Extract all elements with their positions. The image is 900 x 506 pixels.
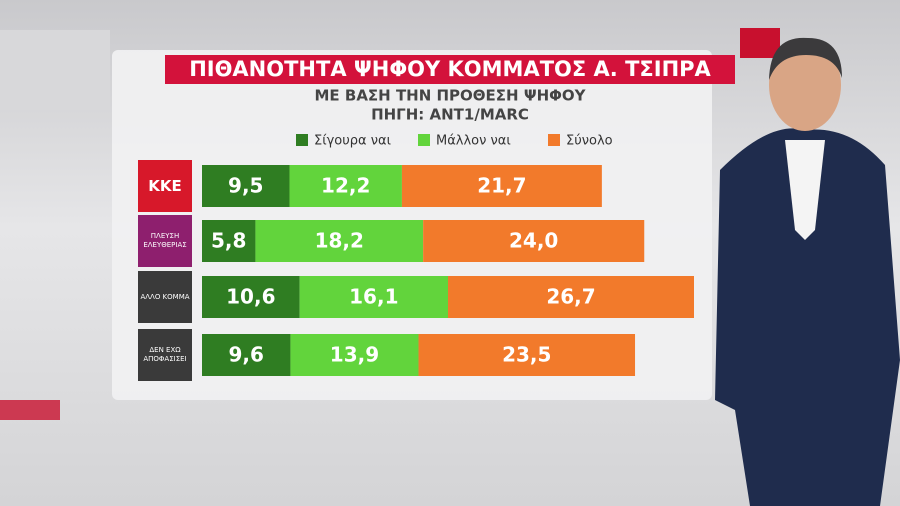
value-label: 23,5 [502, 343, 551, 367]
suit [715, 128, 900, 506]
subtitle: ΠΗΓΗ: ANT1/MARC [371, 106, 529, 124]
legend-swatch [418, 134, 430, 146]
category-label: ΚΚΕ [138, 160, 192, 212]
chart-title: ΠΙΘΑΝΟΤΗΤΑ ΨΗΦΟΥ ΚΟΜΜΑΤΟΣ Α. ΤΣΙΠΡΑ [189, 57, 711, 81]
bar [401, 165, 602, 207]
value-label: 9,6 [229, 343, 264, 367]
value-label: 13,9 [330, 343, 379, 367]
head [769, 39, 841, 131]
bg-tile [0, 400, 60, 420]
value-label: 9,5 [228, 174, 263, 198]
value-label: 21,7 [477, 174, 526, 198]
bar [448, 276, 694, 318]
bar [202, 220, 256, 262]
category-label: ΔΕΝ ΕΧΩ ΑΠΟΦΑΣΙΣΕΙ [138, 329, 192, 381]
bg-tile [0, 30, 110, 110]
bar [290, 334, 419, 376]
value-label: 5,8 [211, 229, 246, 253]
value-label: 16,1 [349, 285, 398, 309]
bar [255, 220, 424, 262]
category-label: ΑΛΛΟ ΚΟΜΜΑ [138, 271, 192, 323]
category-label: ΠΛΕΥΣΗ ΕΛΕΥΘΕΡΙΑΣ [138, 215, 192, 267]
person [715, 37, 900, 506]
hair [769, 37, 842, 80]
bar [299, 276, 448, 318]
value-label: 12,2 [321, 174, 370, 198]
value-label: 10,6 [226, 285, 275, 309]
shirt [785, 140, 825, 240]
bar [202, 334, 291, 376]
title-box [165, 55, 735, 84]
value-label: 18,2 [315, 229, 364, 253]
subtitle: ΜΕ ΒΑΣΗ ΤΗΝ ΠΡΟΘΕΣΗ ΨΗΦΟΥ [314, 87, 586, 105]
bar [289, 165, 402, 207]
bar [202, 165, 290, 207]
value-label: 26,7 [546, 285, 595, 309]
bar [423, 220, 645, 262]
bar [418, 334, 636, 376]
bg-tile [740, 28, 780, 58]
legend-swatch [548, 134, 560, 146]
legend-swatch [296, 134, 308, 146]
legend-label: Μάλλον ναι [436, 134, 511, 149]
legend-label: Σύνολο [566, 134, 613, 149]
legend-label: Σίγουρα ναι [314, 134, 391, 149]
value-label: 24,0 [509, 229, 558, 253]
bar [202, 276, 300, 318]
